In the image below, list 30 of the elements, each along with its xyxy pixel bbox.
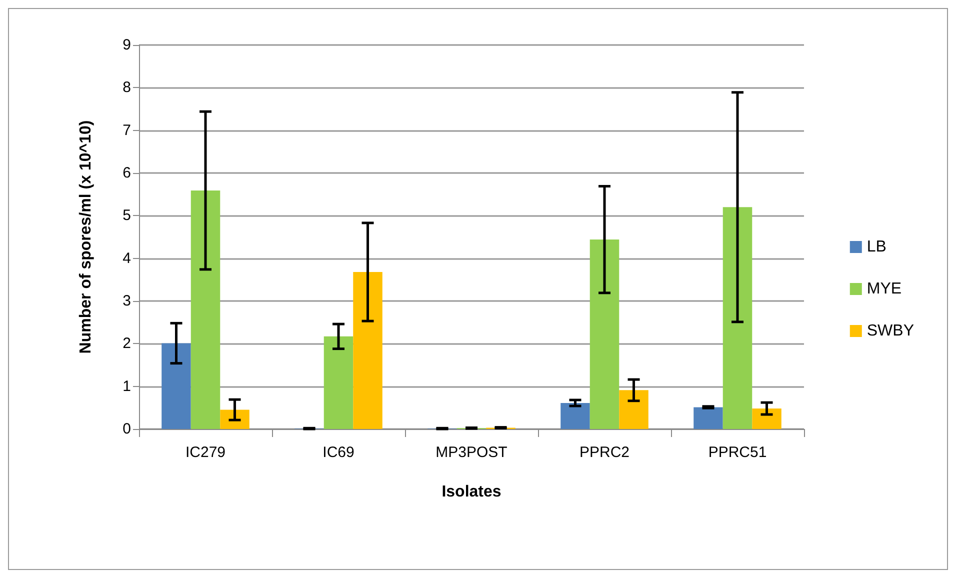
y-tick-label: 2	[122, 335, 131, 352]
bar	[590, 240, 620, 429]
x-tick-label: PPRC51	[708, 444, 767, 461]
y-tick-label: 4	[122, 250, 131, 267]
x-tick-label: PPRC2	[579, 444, 630, 461]
y-tick-label: 5	[122, 207, 131, 224]
bar	[560, 402, 590, 429]
legend-label: LB	[866, 238, 886, 256]
legend-label: SWBY	[866, 322, 914, 340]
bar	[353, 272, 382, 429]
x-tick-label: IC69	[322, 444, 354, 461]
y-tick-label: 9	[122, 36, 131, 54]
y-tick-label: 8	[122, 79, 131, 96]
x-axis-title: Isolates	[442, 484, 502, 500]
bar	[752, 408, 782, 429]
legend-label: MYE	[866, 280, 902, 298]
y-axis-title: Number of spores/ml (x 10^10)	[78, 120, 94, 354]
bar	[324, 336, 354, 429]
y-tick-label: 3	[122, 292, 131, 310]
bar	[694, 407, 723, 429]
bar	[619, 390, 648, 429]
y-tick-label: 7	[122, 122, 131, 139]
y-tick-label: 6	[122, 164, 131, 182]
y-tick-label: 1	[122, 378, 131, 395]
y-tick-label: 0	[122, 420, 131, 438]
bar	[190, 190, 220, 429]
bar	[162, 343, 191, 429]
x-tick-label: IC279	[185, 444, 226, 461]
bar	[722, 207, 752, 429]
x-tick-label: MP3POST	[436, 444, 508, 461]
